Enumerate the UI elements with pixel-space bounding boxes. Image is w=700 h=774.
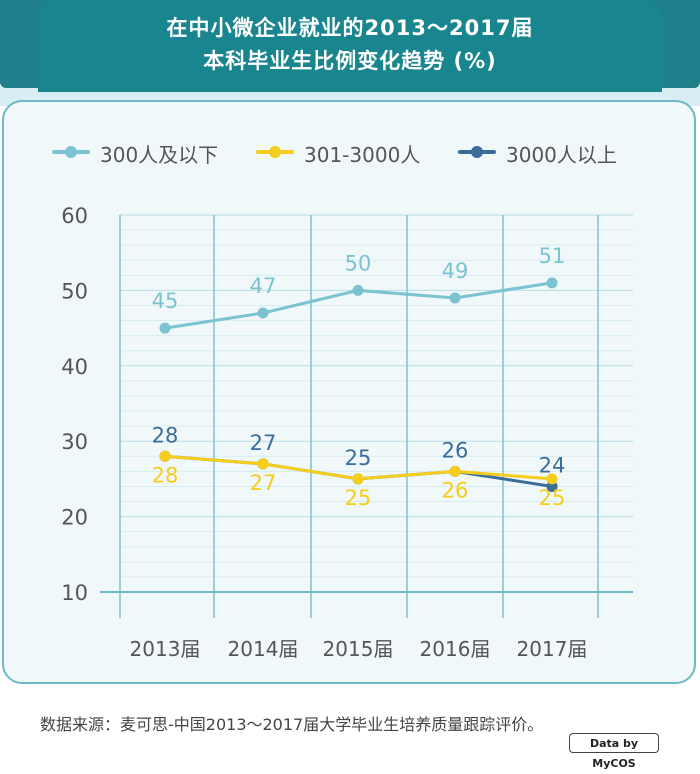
data-point <box>449 465 461 477</box>
x-tick-label: 2014届 <box>228 637 299 661</box>
x-tick-label: 2016届 <box>420 637 491 661</box>
legend-label-large: 3000人以上 <box>506 143 617 167</box>
data-point <box>449 292 461 304</box>
data-label: 50 <box>345 251 372 275</box>
x-tick-label: 2013届 <box>130 637 201 661</box>
legend-marker-large <box>471 146 483 158</box>
data-label: 25 <box>345 486 372 510</box>
data-point <box>257 307 269 319</box>
title-banner-tab <box>38 0 662 92</box>
chart-title-line-1: 在中小微企业就业的2013～2017届 <box>166 16 534 40</box>
y-tick-label: 60 <box>61 204 88 228</box>
line-chart: 10 20 30 40 50 60 2013届 2014届 2015届 2016届 2017届 45 4… <box>61 204 633 661</box>
data-label: 26 <box>442 438 469 462</box>
y-tick-label: 30 <box>61 430 88 454</box>
legend-marker-mid <box>269 146 281 158</box>
data-point <box>546 277 558 289</box>
legend-label-mid: 301-3000人 <box>304 143 421 167</box>
y-tick-label: 50 <box>61 279 88 303</box>
data-label: 28 <box>152 423 179 447</box>
chart-title-line-2: 本科毕业生比例变化趋势 (%) <box>203 49 497 73</box>
data-point <box>159 450 171 462</box>
data-label: 49 <box>442 259 469 283</box>
y-tick-label: 10 <box>61 581 88 605</box>
y-tick-label: 20 <box>61 506 88 530</box>
data-point <box>546 473 558 485</box>
data-label: 51 <box>539 244 566 268</box>
data-point <box>546 480 558 492</box>
legend-label-small: 300人及以下 <box>100 143 219 167</box>
data-label: 26 <box>442 478 469 502</box>
data-label: 25 <box>539 486 566 510</box>
chart-panel <box>2 100 696 684</box>
data-label: 27 <box>250 471 277 495</box>
data-point <box>352 473 364 485</box>
data-point <box>257 458 269 470</box>
data-point <box>352 284 364 296</box>
y-tick-label: 40 <box>61 355 88 379</box>
data-label: 28 <box>152 463 179 487</box>
data-label: 47 <box>250 274 277 298</box>
x-tick-label: 2017届 <box>517 637 588 661</box>
legend-marker-small <box>65 146 77 158</box>
data-label: 25 <box>345 446 372 470</box>
data-label: 27 <box>250 431 277 455</box>
data-label: 45 <box>152 289 179 313</box>
x-tick-label: 2015届 <box>323 637 394 661</box>
data-by-mycos-badge: Data by MyCOS <box>569 733 659 770</box>
data-label: 24 <box>539 453 566 477</box>
data-point <box>159 322 171 334</box>
data-source-note: 数据来源：麦可思-中国2013～2017届大学毕业生培养质量跟踪评价。 <box>40 715 544 734</box>
